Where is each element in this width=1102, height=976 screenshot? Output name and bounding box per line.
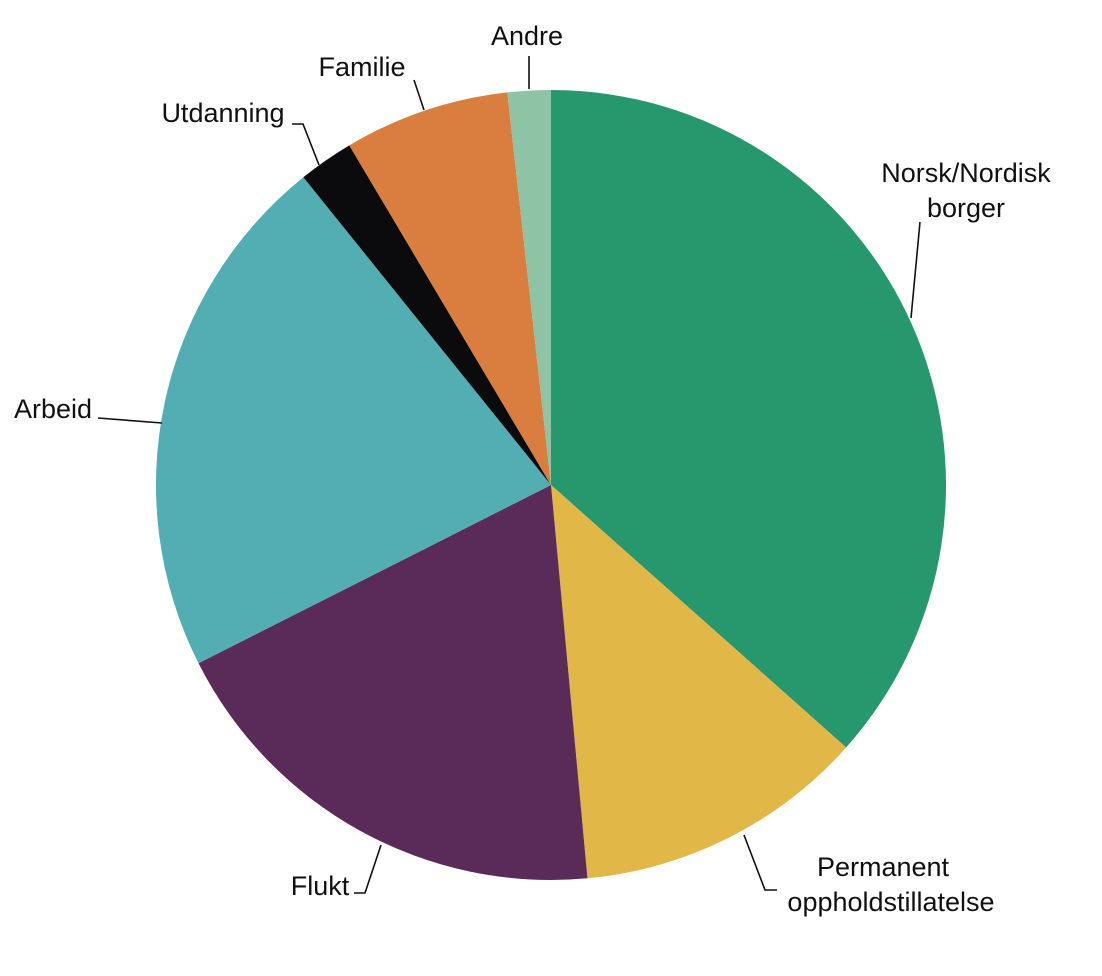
leader-line-familie <box>413 79 425 111</box>
pie-slice-familie <box>349 92 551 486</box>
pie-slice-norsk-nordisk-borger <box>551 90 946 748</box>
slice-label-utdanning: Utdanning <box>161 98 284 128</box>
slice-labels: Norsk/Nordisk borger Permanent oppholdstill… <box>14 21 1051 917</box>
slice-label-permanent-oppholdstillatelse: Permanent oppholdstillatelse <box>787 852 994 917</box>
pie-slice-permanent-oppholdstillatelse <box>551 485 847 879</box>
pie-slices <box>155 90 946 880</box>
leader-line-permanent-oppholdstillatelse <box>743 834 777 891</box>
leader-lines <box>97 56 921 894</box>
slice-label-arbeid: Arbeid <box>14 394 92 424</box>
pie-slice-utdanning <box>303 145 551 485</box>
leader-line-flukt <box>354 844 382 894</box>
leader-line-arbeid <box>97 417 163 424</box>
slice-label-norsk-nordisk-borger: Norsk/Nordisk borger <box>881 158 1051 223</box>
pie-slice-andre <box>507 90 551 485</box>
slice-label-familie: Familie <box>318 52 405 82</box>
pie-slice-flukt <box>198 485 588 880</box>
slice-label-flukt: Flukt <box>291 871 350 901</box>
leader-line-utdanning <box>292 123 320 166</box>
leader-line-norsk-nordisk-borger <box>910 221 921 319</box>
slice-label-andre: Andre <box>491 21 563 51</box>
pie-slice-arbeid <box>155 177 551 664</box>
